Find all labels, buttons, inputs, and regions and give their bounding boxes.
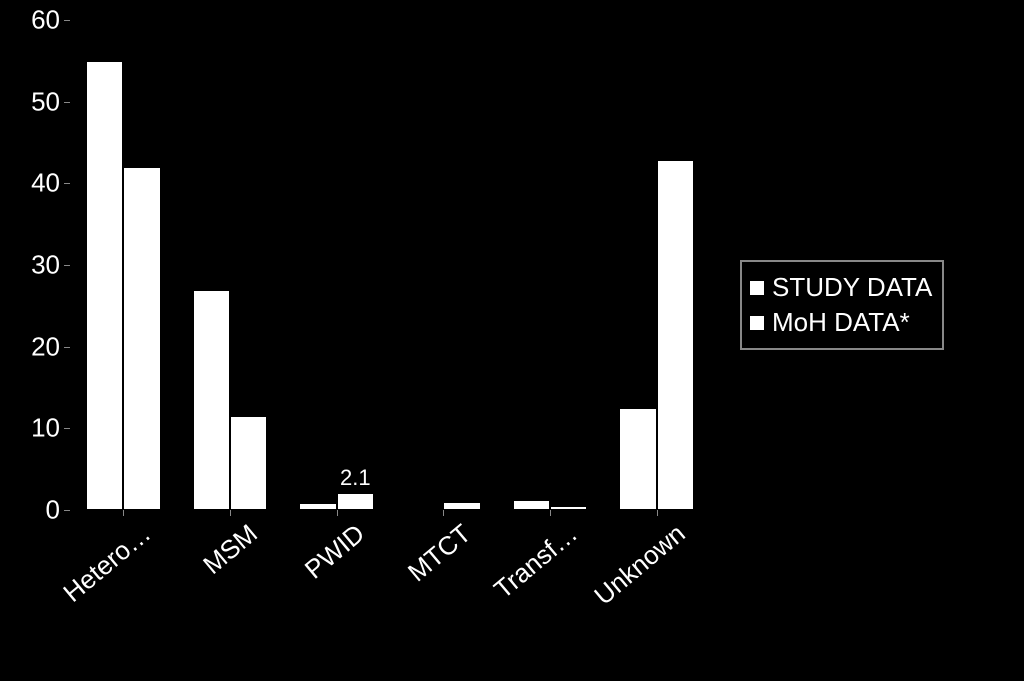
x-tick-label: Unknown xyxy=(588,518,691,611)
x-tick-mark xyxy=(230,510,231,516)
bar xyxy=(299,503,336,510)
bar xyxy=(657,160,694,510)
y-tick-mark xyxy=(64,265,70,266)
bar xyxy=(443,502,480,510)
x-tick-mark xyxy=(337,510,338,516)
bar xyxy=(86,61,123,510)
y-tick-mark xyxy=(64,428,70,429)
x-tick-label: Transf… xyxy=(488,518,584,605)
y-tick-mark xyxy=(64,183,70,184)
bar xyxy=(123,167,160,510)
bar xyxy=(513,500,550,510)
legend-swatch xyxy=(750,281,764,295)
x-tick-mark xyxy=(123,510,124,516)
y-tick-mark xyxy=(64,510,70,511)
legend: STUDY DATA MoH DATA* xyxy=(740,260,944,350)
legend-item: MoH DATA* xyxy=(750,307,932,338)
chart-container: 2.1 0102030405060Hetero…MSMPWIDMTCTTrans… xyxy=(0,0,1024,681)
bar xyxy=(550,506,587,510)
x-tick-label: PWID xyxy=(299,518,371,585)
x-tick-mark xyxy=(550,510,551,516)
x-tick-mark xyxy=(443,510,444,516)
x-tick-label: MSM xyxy=(197,518,263,581)
y-tick-mark xyxy=(64,347,70,348)
legend-item: STUDY DATA xyxy=(750,272,932,303)
bar xyxy=(230,416,267,510)
bar xyxy=(193,290,230,511)
x-tick-mark xyxy=(657,510,658,516)
bars-layer: 2.1 xyxy=(70,20,710,510)
plot-area: 2.1 0102030405060Hetero…MSMPWIDMTCTTrans… xyxy=(70,20,710,510)
bar-value-label: 2.1 xyxy=(340,465,371,491)
y-tick-mark xyxy=(64,20,70,21)
x-tick-label: MTCT xyxy=(402,518,477,588)
bar xyxy=(337,493,374,510)
legend-label: STUDY DATA xyxy=(772,272,932,303)
legend-swatch xyxy=(750,316,764,330)
legend-label: MoH DATA* xyxy=(772,307,910,338)
x-tick-label: Hetero… xyxy=(58,518,158,609)
y-tick-mark xyxy=(64,102,70,103)
bar xyxy=(619,408,656,510)
